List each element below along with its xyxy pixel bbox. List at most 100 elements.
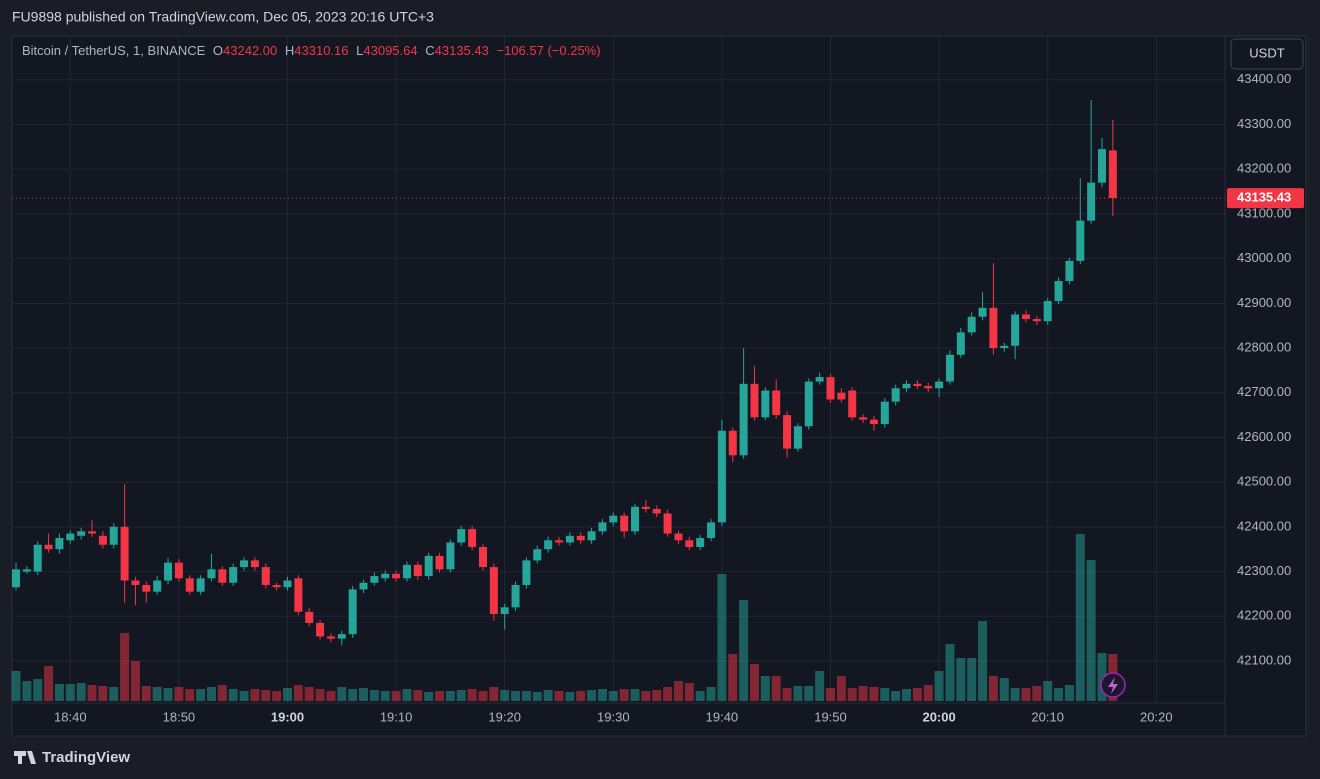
volume-bar [999, 678, 1009, 701]
candle-body [207, 569, 216, 579]
volume-bar [359, 688, 369, 701]
volume-bar [597, 689, 607, 701]
y-tick-label: 42600.00 [1237, 429, 1291, 444]
volume-bar [402, 689, 412, 701]
y-tick-label: 42900.00 [1237, 295, 1291, 310]
candle-body [891, 388, 900, 402]
volume-bar [500, 690, 510, 701]
candle-body [500, 607, 509, 615]
volume-bar [33, 679, 43, 701]
currency-button[interactable] [1230, 38, 1304, 70]
candle-body [555, 540, 563, 543]
volume-bar [98, 686, 108, 701]
candle-body [848, 390, 857, 418]
volume-bar [663, 687, 673, 701]
candle-body [229, 567, 238, 583]
volume-bar [912, 688, 922, 701]
volume-bar [880, 688, 890, 701]
candle-body [935, 381, 944, 389]
x-tick-label: 19:50 [814, 709, 847, 724]
candle-body [641, 506, 650, 509]
open-key: O [213, 43, 223, 58]
volume-bar [587, 690, 597, 701]
volume-bar [923, 685, 933, 701]
volume-bar [1032, 686, 1042, 701]
candle-body [185, 578, 194, 592]
volume-bar [196, 689, 206, 701]
volume-bar [565, 692, 575, 701]
volume-bar [1054, 688, 1064, 701]
candle-body [652, 508, 661, 514]
symbol: Bitcoin / TetherUS, 1, BINANCE [22, 43, 206, 58]
volume-bar [945, 644, 955, 701]
y-tick-label: 42800.00 [1237, 339, 1291, 354]
candle-body [859, 417, 868, 420]
y-tick-label: 43300.00 [1237, 116, 1291, 131]
x-tick-label: 18:40 [54, 709, 87, 724]
x-tick-label: 19:30 [597, 709, 630, 724]
candle-body [164, 562, 173, 581]
volume-bar [749, 664, 759, 701]
volume-bar [619, 689, 629, 701]
volume-bar [1086, 560, 1096, 701]
candle-body [55, 538, 64, 550]
grid [12, 36, 1225, 703]
volume-bar [652, 690, 662, 701]
volume-bar [793, 686, 803, 701]
volume-bar [1010, 688, 1020, 701]
candle-body [717, 430, 726, 523]
volume-bar [326, 691, 336, 701]
candle-body [337, 634, 346, 639]
volume-bar [467, 689, 477, 701]
volume-bar [717, 574, 727, 701]
y-tick-label: 43000.00 [1237, 250, 1291, 265]
candle-body [316, 622, 325, 637]
last-price-label: 43135.43 [1237, 190, 1291, 205]
candle-body [446, 542, 455, 570]
candle-body [956, 332, 965, 355]
candle-body [815, 377, 824, 382]
candle-body [153, 580, 162, 592]
candle-body [869, 419, 878, 425]
volume-bar [902, 689, 912, 701]
candle-body [359, 582, 368, 590]
candle-body [424, 555, 433, 577]
change-value: −106.57 (−0.25%) [496, 43, 600, 58]
x-tick-label: 20:00 [922, 709, 955, 724]
volume-bar [771, 676, 781, 701]
open-value: 43242.00 [223, 43, 277, 58]
candle-body [478, 546, 487, 568]
volume-bar [65, 684, 75, 701]
candle-body [750, 383, 759, 418]
candle-body [902, 383, 911, 389]
close-key: C [425, 43, 434, 58]
volume-bar [206, 687, 216, 701]
volume-bar [576, 691, 586, 701]
volume-bar [228, 689, 238, 701]
volume-bar [511, 691, 521, 701]
candle-layer [12, 99, 1225, 646]
candle-body [804, 381, 813, 427]
volume-bar [141, 686, 151, 701]
volume-bar [435, 691, 445, 701]
x-tick-label: 18:50 [163, 709, 196, 724]
volume-bar [109, 687, 119, 701]
candle-body [489, 567, 498, 615]
candle-body [522, 560, 531, 585]
volume-bar [163, 688, 173, 701]
candle-body [783, 415, 792, 449]
candle-body [261, 567, 270, 585]
candle-body [174, 562, 183, 579]
candle-body [1087, 182, 1096, 221]
volume-bar [836, 676, 846, 701]
candle-body [1000, 345, 1009, 349]
volume-bar [934, 671, 944, 701]
volume-bar [684, 683, 694, 701]
candle-body [967, 316, 976, 333]
volume-bar [380, 691, 390, 701]
currency-label[interactable]: USDT [1249, 45, 1284, 60]
candle-body [120, 526, 129, 581]
volume-bar [891, 691, 901, 701]
